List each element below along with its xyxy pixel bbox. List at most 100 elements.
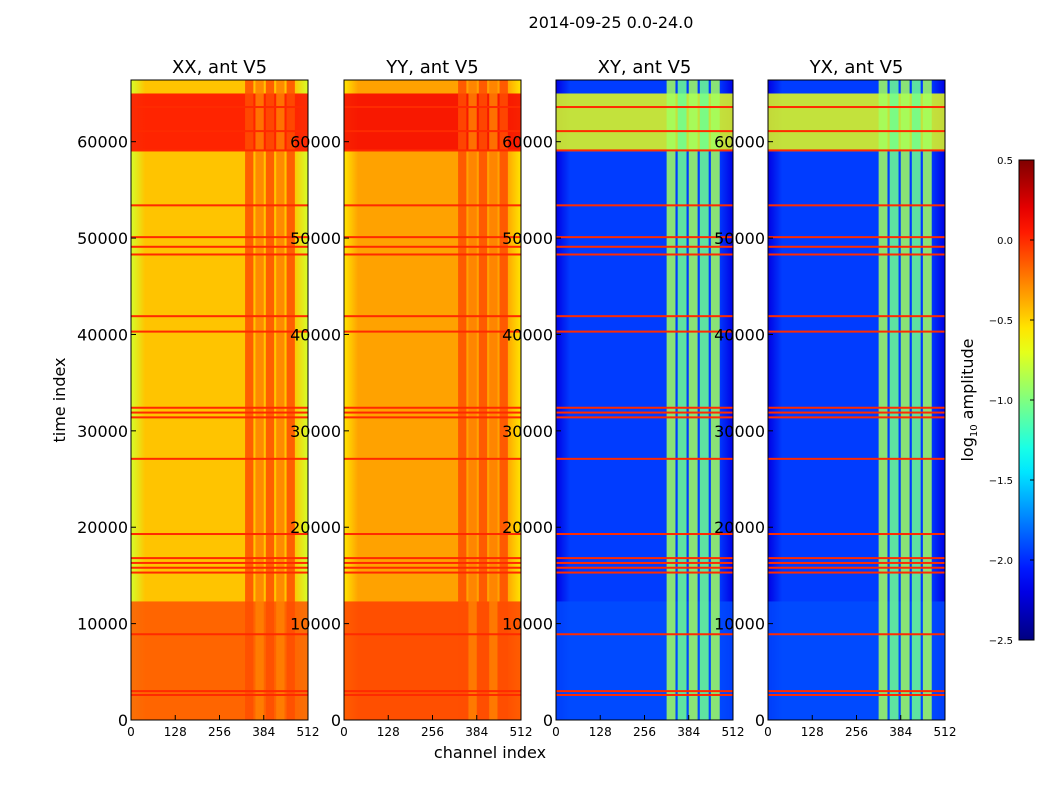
flagged-row [344, 633, 521, 636]
flagged-row [556, 557, 733, 560]
x-tick-label: 128 [801, 725, 824, 739]
flagged-row [131, 416, 308, 419]
flagged-row [556, 330, 733, 333]
flagged-row [131, 149, 308, 152]
y-tick-label: 40000 [290, 325, 341, 344]
flagged-row [556, 204, 733, 207]
colorbar-tick-label: −1.0 [989, 396, 1013, 407]
flagged-row [131, 236, 308, 239]
flagged-row [344, 253, 521, 256]
x-tick-label: 128 [589, 725, 612, 739]
flagged-row [556, 149, 733, 152]
flagged-row [768, 533, 945, 536]
heatmap-column-strip [286, 80, 295, 720]
flagged-row [344, 106, 521, 109]
panel-yx: YX, ant V5 0 128 256 384 512 0 10000 20000 30000 4… [714, 57, 956, 739]
flagged-row [344, 416, 521, 419]
heatmap-column-strip [911, 80, 921, 720]
panel-title: XX, ant V5 [172, 57, 267, 78]
heatmap-column-strip [710, 80, 720, 720]
y-tick-label: 20000 [77, 518, 128, 537]
flagged-row [131, 566, 308, 569]
flagged-row [768, 130, 945, 133]
flagged-row [131, 245, 308, 248]
flagged-row [768, 416, 945, 419]
panel-title: YX, ant V5 [809, 57, 904, 78]
heatmap-column-strip [468, 80, 477, 720]
x-tick-label: 384 [677, 725, 700, 739]
flagged-row [556, 690, 733, 693]
flagged-row [131, 690, 308, 693]
heatmap-column-strip [922, 80, 932, 720]
x-tick-label: 256 [208, 725, 231, 739]
x-tick-label: 0 [764, 725, 772, 739]
panel-xy: XY, ant V5 0 128 256 384 512 0 10000 20000 30000 4… [502, 57, 744, 739]
flagged-row [556, 571, 733, 574]
flagged-row [131, 693, 308, 696]
y-tick-label: 60000 [714, 133, 765, 152]
y-tick-label: 60000 [502, 133, 553, 152]
flagged-row [131, 557, 308, 560]
heatmap-column-strip [666, 80, 676, 720]
flagged-row [768, 149, 945, 152]
flagged-row [131, 533, 308, 536]
flagged-row [556, 315, 733, 318]
heatmap-column-strip [255, 80, 264, 720]
flagged-row [131, 561, 308, 564]
colorbar-tick-label: 0.0 [997, 236, 1013, 247]
flagged-row [131, 457, 308, 460]
flagged-row [768, 330, 945, 333]
y-tick-label: 50000 [714, 229, 765, 248]
x-tick-label: 384 [465, 725, 488, 739]
y-tick-label: 10000 [290, 615, 341, 634]
flagged-row [556, 130, 733, 133]
flagged-row [131, 130, 308, 133]
flagged-row [556, 245, 733, 248]
y-tick-label: 30000 [77, 422, 128, 441]
y-tick-label: 50000 [502, 229, 553, 248]
x-tick-label: 0 [340, 725, 348, 739]
flagged-row [344, 457, 521, 460]
flagged-row [768, 561, 945, 564]
y-axis-label: time index [50, 357, 69, 442]
heatmap-column-strip [276, 80, 285, 720]
x-tick-label: 512 [297, 725, 320, 739]
flagged-row [344, 571, 521, 574]
x-tick-label: 512 [934, 725, 957, 739]
y-tick-label: 30000 [290, 422, 341, 441]
heatmap-column-strip [889, 80, 899, 720]
flagged-row [344, 204, 521, 207]
y-tick-label: 20000 [290, 518, 341, 537]
colorbar-label: log10 amplitude [958, 338, 980, 461]
flagged-row [768, 633, 945, 636]
panel-title: YY, ant V5 [385, 57, 478, 78]
flagged-row [344, 130, 521, 133]
y-tick-label: 50000 [77, 229, 128, 248]
flagged-row [131, 411, 308, 414]
x-tick-label: 512 [722, 725, 745, 739]
flagged-row [768, 253, 945, 256]
flagged-row [768, 457, 945, 460]
x-tick-label: 0 [127, 725, 135, 739]
flagged-row [344, 561, 521, 564]
flagged-row [768, 566, 945, 569]
flagged-row [556, 411, 733, 414]
flagged-row [556, 633, 733, 636]
flagged-row [344, 557, 521, 560]
flagged-row [344, 411, 521, 414]
colorbar-tick-label: −2.5 [989, 636, 1013, 647]
flagged-row [768, 106, 945, 109]
flagged-row [556, 416, 733, 419]
x-axis-label: channel index [434, 743, 546, 762]
flagged-row [768, 571, 945, 574]
heatmap-column-strip [458, 80, 467, 720]
flagged-row [768, 690, 945, 693]
y-tick-label: 10000 [502, 615, 553, 634]
x-tick-label: 256 [633, 725, 656, 739]
flagged-row [344, 236, 521, 239]
heatmap-column-strip [900, 80, 910, 720]
flagged-row [556, 236, 733, 239]
flagged-row [344, 533, 521, 536]
flagged-row [556, 106, 733, 109]
